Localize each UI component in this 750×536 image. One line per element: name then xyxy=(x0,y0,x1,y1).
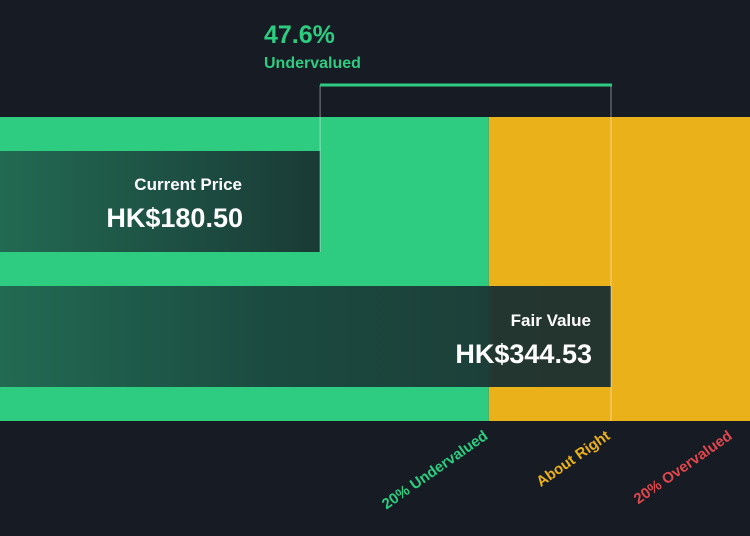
current-price-bar xyxy=(0,151,321,252)
discount-label: Undervalued xyxy=(264,55,361,72)
current-price-value: HK$180.50 xyxy=(106,203,243,233)
zone-label-about-right: About Right xyxy=(533,427,613,490)
fair-value-bar-tint xyxy=(488,286,611,387)
zone-label-undervalued: 20% Undervalued xyxy=(379,427,491,513)
fair-value-label: Fair Value xyxy=(511,311,591,330)
fair-value-value: HK$344.53 xyxy=(455,339,592,369)
current-price-label: Current Price xyxy=(134,175,242,194)
zone-label-overvalued: 20% Overvalued xyxy=(631,427,736,507)
discount-percent: 47.6% xyxy=(264,21,335,49)
